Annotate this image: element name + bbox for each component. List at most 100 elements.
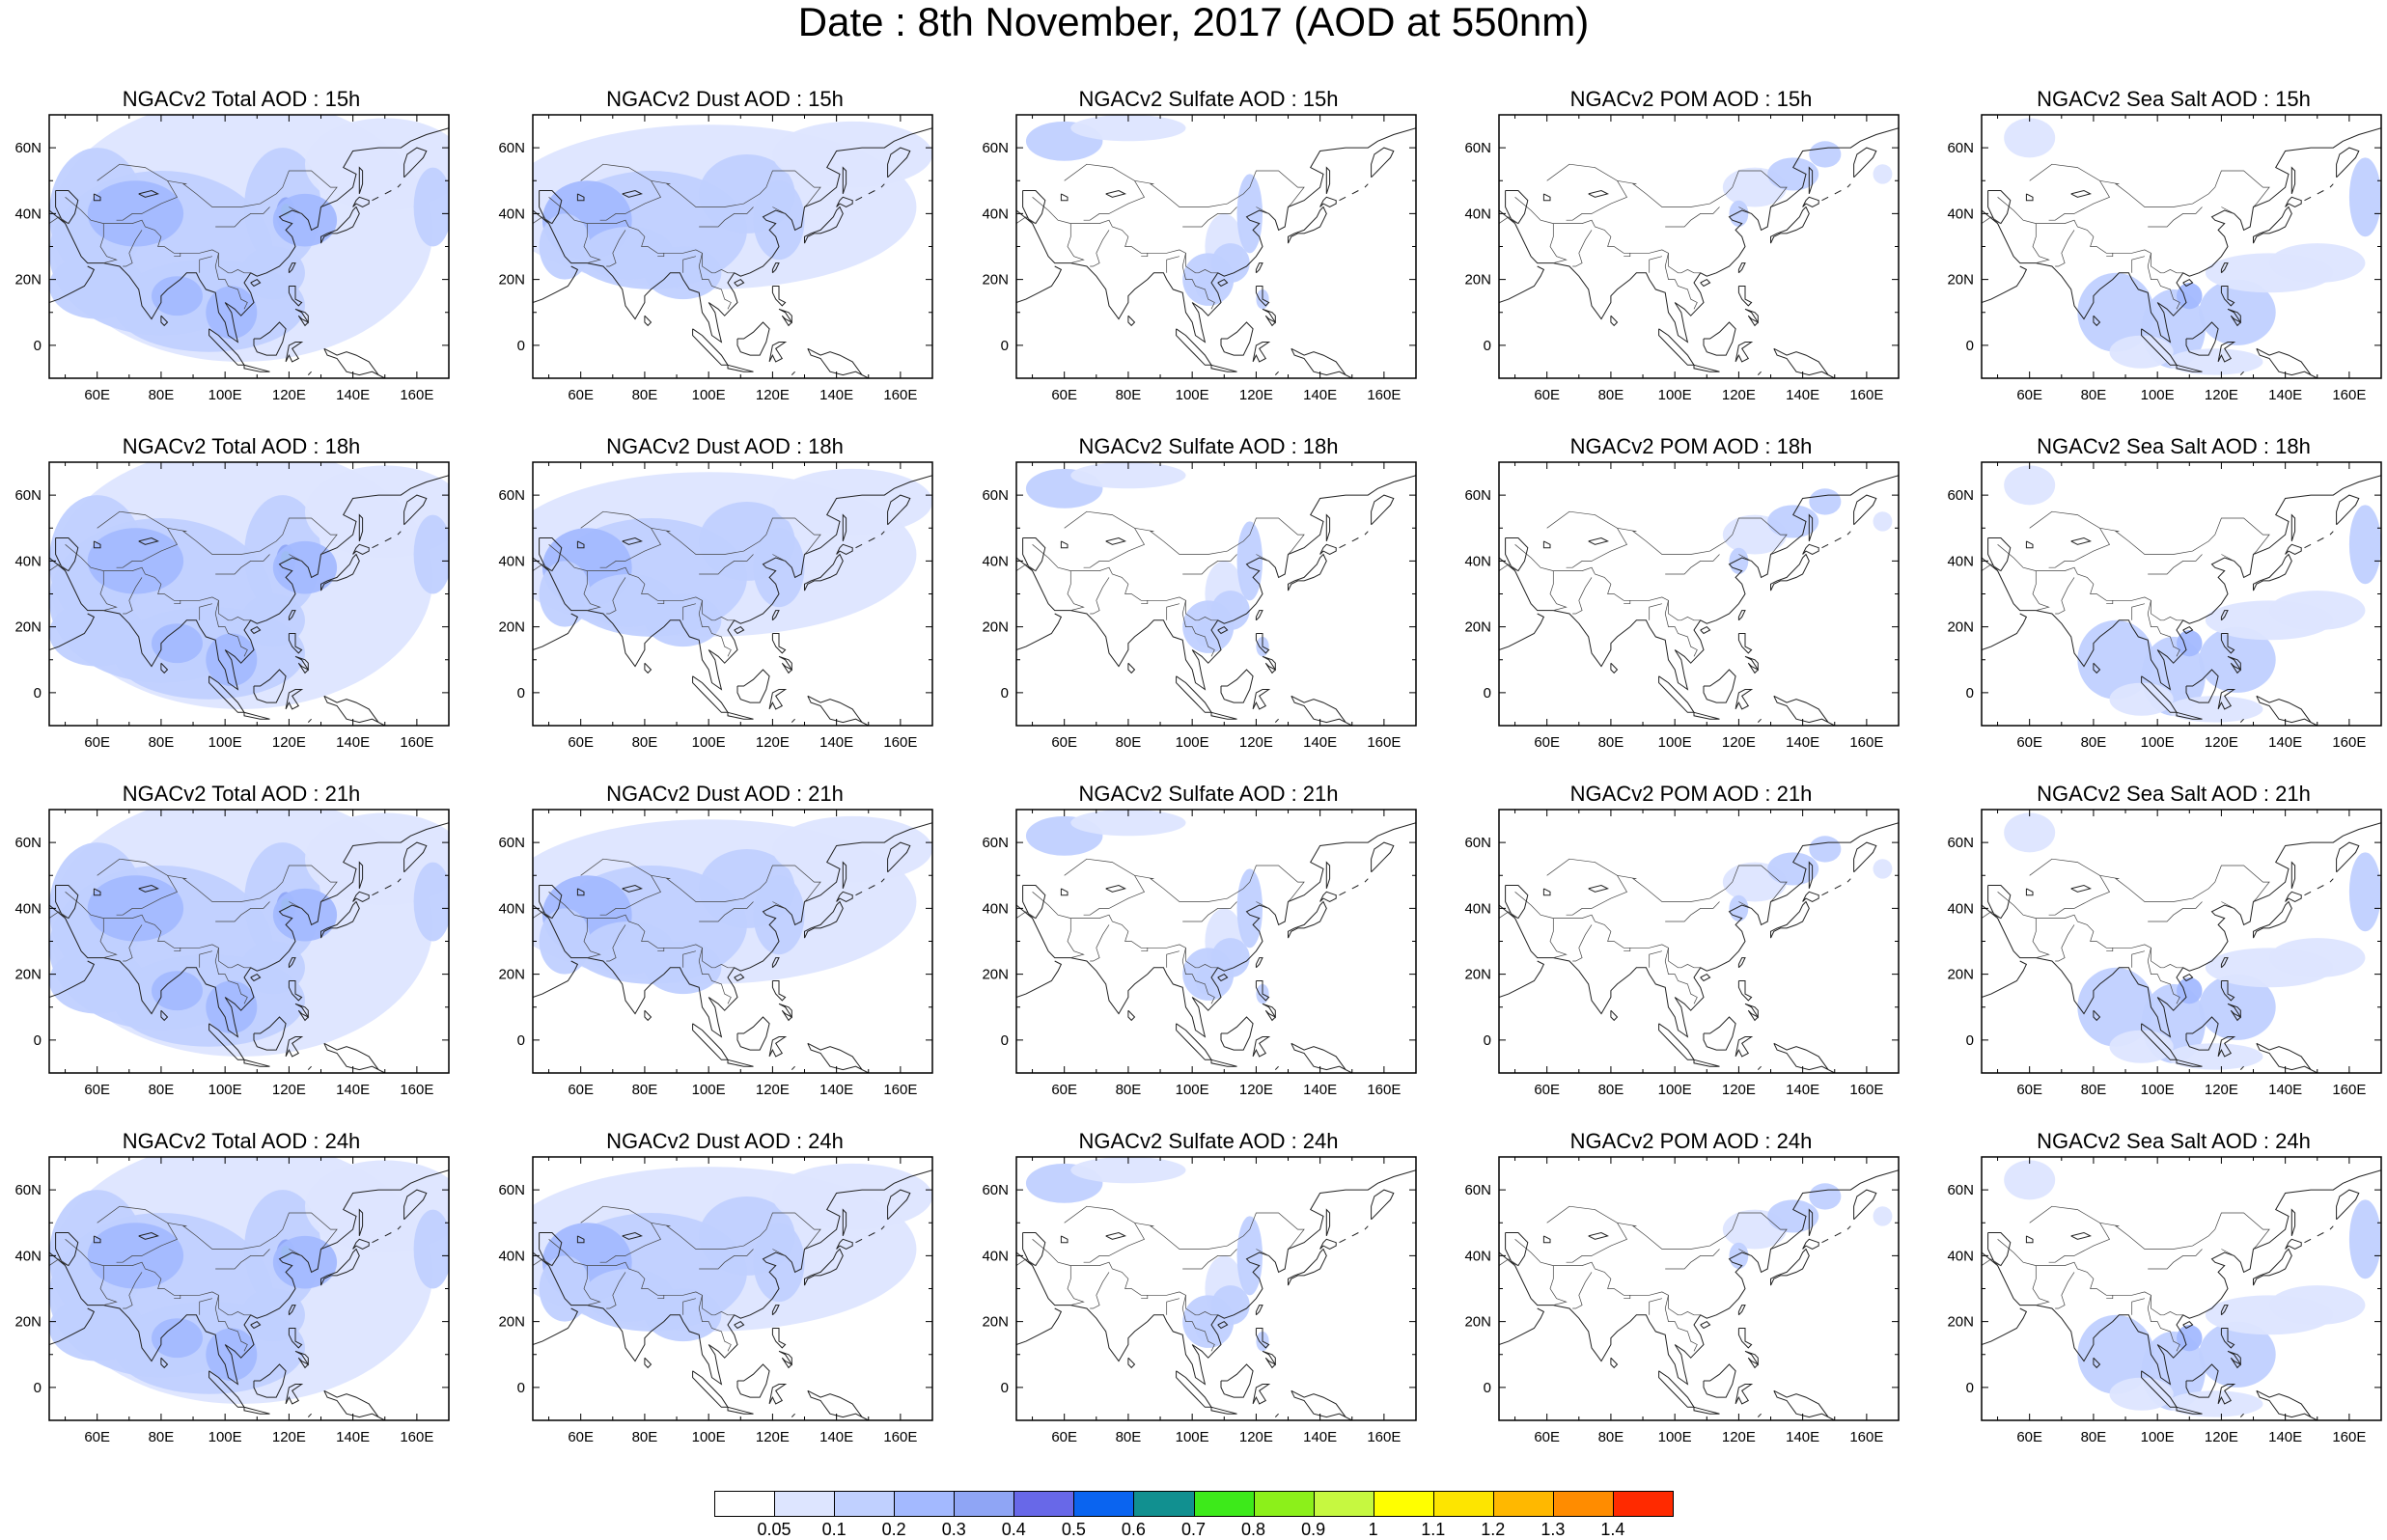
coastline [285, 342, 304, 363]
lat-tick-label: 60N [14, 1182, 42, 1198]
coastline [539, 1232, 563, 1267]
coastline [294, 308, 309, 324]
coastline [1700, 625, 1711, 635]
lon-tick-label: 60E [84, 1429, 110, 1445]
coastline [1016, 475, 1416, 691]
lat-tick-label: 40N [498, 206, 525, 222]
coastline [1700, 1320, 1711, 1330]
lon-tick-label: 160E [400, 1082, 433, 1098]
aod-field [2004, 118, 2381, 375]
coastline [1060, 1235, 1069, 1244]
aod-region [539, 1255, 591, 1322]
aod-region [151, 1318, 203, 1359]
coastline [807, 1042, 870, 1073]
coastline [288, 286, 303, 307]
lat-tick-label: 20N [982, 967, 1009, 983]
border-line [99, 570, 118, 611]
coastline [1252, 1036, 1271, 1058]
coastline [1735, 1036, 1754, 1058]
lon-tick-label: 140E [1786, 387, 1819, 403]
coastline [2217, 1036, 2236, 1058]
coastline [1016, 822, 1416, 1038]
lon-tick-label: 140E [2268, 734, 2302, 751]
border-line [580, 1205, 821, 1250]
border-line [1166, 256, 1180, 273]
coastline [807, 347, 870, 378]
coastline [1773, 1042, 1836, 1073]
coastline [2317, 1232, 2324, 1237]
panel-title: NGACv2 Sulfate AOD : 15h [1078, 87, 1339, 111]
coastline [1542, 540, 1551, 549]
border-line [1665, 554, 1720, 575]
aod-map: 60E 80E 100E 120E 140E 160E 60N 40N 20N 0 [1464, 461, 1900, 751]
coastline [868, 1232, 875, 1237]
lon-tick-label: 140E [336, 1429, 370, 1445]
coastline [1291, 1389, 1353, 1420]
aod-region [2109, 1030, 2174, 1063]
lon-tick-label: 100E [2141, 387, 2175, 403]
lon-tick-label: 100E [208, 387, 242, 403]
border-line [1032, 1239, 1071, 1266]
border-line [772, 1249, 786, 1256]
coastline [1770, 900, 1810, 939]
aod-map: 60E 80E 100E 120E 140E 160E 60N 40N 20N 0 [498, 809, 933, 1098]
border-line [587, 566, 735, 621]
coastline [1737, 286, 1753, 307]
coastline [1834, 1232, 1842, 1237]
border-line [49, 216, 69, 224]
coastline [1658, 675, 1695, 713]
border-line [174, 948, 181, 952]
lon-tick-label: 120E [272, 1082, 306, 1098]
lat-tick-label: 20N [1947, 967, 1974, 983]
lon-tick-label: 140E [819, 1082, 853, 1098]
coastline [734, 278, 745, 288]
coastline [1735, 689, 1754, 710]
coastline [403, 1189, 428, 1221]
lon-tick-label: 120E [1722, 1082, 1756, 1098]
coastline [2176, 1059, 2203, 1067]
coastline [1505, 885, 1529, 920]
aod-region [304, 465, 449, 558]
border-line [772, 554, 786, 562]
coastline [323, 347, 386, 378]
coastline [1022, 1232, 1046, 1267]
border-line [1064, 510, 1305, 555]
coastline [93, 1235, 101, 1244]
border-line [2106, 1295, 2114, 1300]
coastline [576, 540, 585, 549]
border-line [1499, 1258, 1519, 1266]
border-line [1546, 1205, 1788, 1250]
coastline [1757, 718, 1762, 723]
border-line [1649, 950, 1662, 968]
border-line [97, 163, 338, 207]
border-line [116, 1223, 179, 1263]
border-line [1182, 901, 1237, 922]
coastline [1821, 891, 1829, 896]
lon-tick-label: 80E [1598, 387, 1624, 403]
lon-tick-label: 60E [2016, 1429, 2042, 1445]
coastline [2256, 347, 2318, 378]
lon-tick-label: 160E [1849, 387, 1883, 403]
lon-tick-label: 160E [883, 387, 917, 403]
coastline [855, 543, 863, 549]
aod-region [539, 561, 591, 627]
coastline [1339, 891, 1346, 896]
coastline [1252, 1384, 1271, 1405]
border-line [1181, 948, 1215, 1004]
lon-tick-label: 80E [632, 1429, 658, 1445]
coastline [2217, 342, 2236, 363]
coastline [880, 1225, 885, 1230]
aod-region [1767, 157, 1819, 191]
coastline [1016, 613, 1063, 650]
coastline [1291, 347, 1353, 378]
aod-field [49, 1157, 449, 1404]
coastlines [1982, 1169, 2381, 1420]
coastline [320, 900, 360, 939]
lon-tick-label: 100E [692, 387, 726, 403]
coastline [1264, 1357, 1277, 1369]
coastline [2220, 610, 2229, 621]
border-line [657, 948, 665, 952]
coastline [1846, 183, 1851, 188]
coastline [2230, 315, 2242, 327]
coastline [1105, 884, 1126, 893]
